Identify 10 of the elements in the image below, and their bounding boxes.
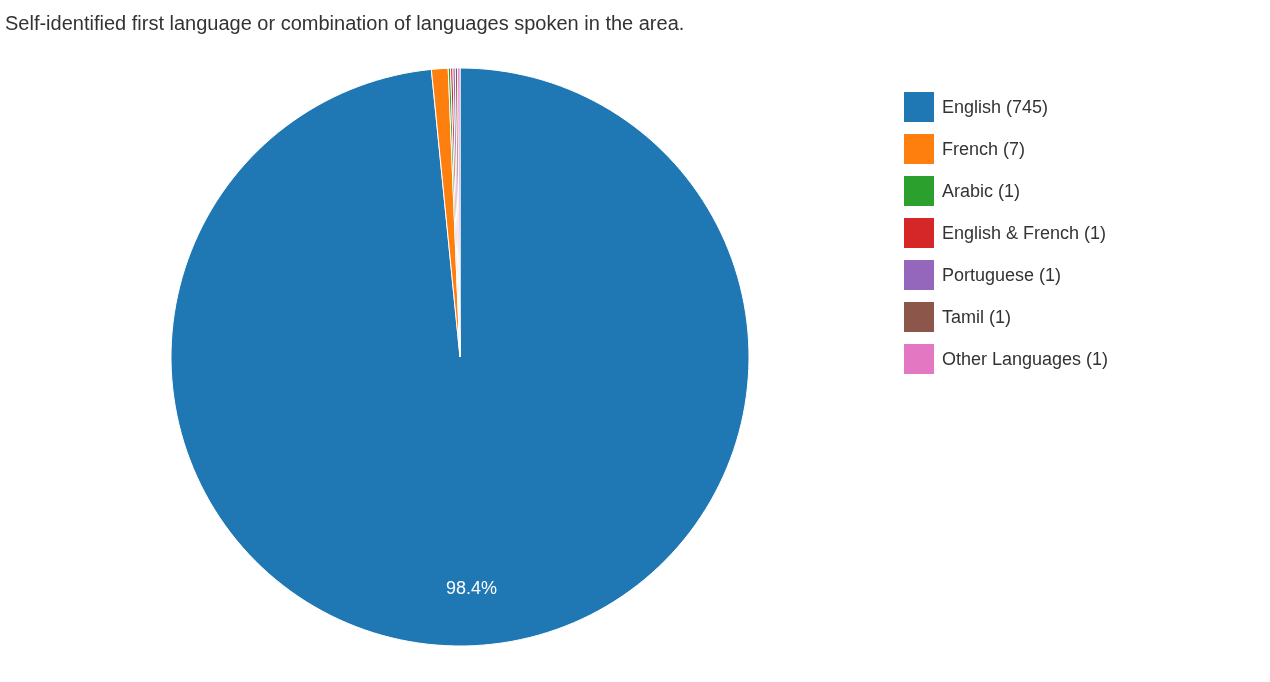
legend-label: French (7) xyxy=(942,138,1026,160)
pie-slice xyxy=(170,67,750,647)
legend-label: English (745) xyxy=(942,96,1049,118)
legend-label: Other Languages (1) xyxy=(942,348,1109,370)
data-label: 98.4% xyxy=(445,577,497,598)
chart-title: Self-identified first language or combination of languages spoken in the area. xyxy=(5,12,685,35)
legend-label: Arabic (1) xyxy=(942,180,1021,202)
legend-label: Portuguese (1) xyxy=(942,264,1062,286)
legend-label: English & French (1) xyxy=(942,222,1107,244)
legend-label: Tamil (1) xyxy=(942,306,1012,328)
